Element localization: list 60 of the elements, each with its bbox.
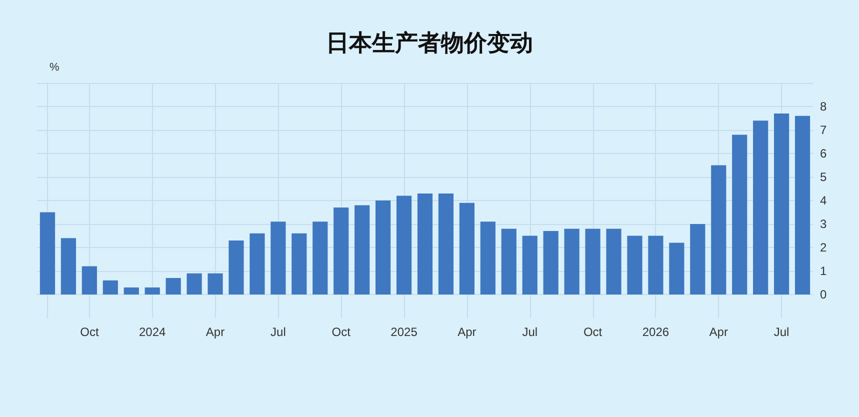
y-tick-label: 5	[820, 170, 827, 184]
bar	[40, 212, 56, 294]
bar	[334, 208, 349, 294]
bar	[102, 280, 118, 294]
bar	[522, 236, 538, 294]
x-tick-label: 2025	[390, 325, 418, 339]
y-tick-label: 7	[820, 123, 827, 137]
bar	[124, 287, 139, 294]
x-tick-label: Jul	[774, 325, 790, 339]
x-tick-label: 2024	[139, 325, 166, 339]
y-tick-label: 3	[820, 217, 827, 231]
bar	[690, 224, 706, 294]
bar	[606, 228, 622, 294]
x-tick-label: Apr	[709, 325, 728, 339]
chart-title: 日本生产者物价变动	[326, 30, 533, 56]
bar	[711, 165, 726, 294]
bar	[501, 228, 516, 294]
bar	[459, 202, 474, 294]
bar	[354, 205, 370, 294]
bar	[732, 134, 748, 294]
bar	[543, 231, 558, 294]
x-tick-label: Oct	[80, 325, 100, 339]
bar	[627, 236, 642, 294]
x-tick-label: Jul	[522, 325, 538, 339]
bar	[312, 222, 328, 294]
bar	[60, 238, 76, 294]
bar	[270, 222, 286, 294]
bar	[669, 242, 684, 294]
y-tick-label: 8	[820, 100, 827, 114]
x-tick-label: 2026	[642, 325, 670, 339]
bar	[585, 228, 600, 294]
bar	[564, 228, 580, 294]
bar	[292, 233, 307, 294]
bar	[396, 196, 412, 294]
x-tick-label: Jul	[270, 325, 286, 339]
y-tick-label: 6	[820, 146, 827, 160]
y-tick-label: 2	[820, 240, 827, 254]
y-tick-label: 0	[820, 288, 827, 302]
bar	[82, 266, 97, 294]
bar	[228, 240, 244, 294]
y-tick-label: 4	[820, 194, 827, 208]
bar	[250, 233, 265, 294]
bar	[144, 287, 160, 294]
y-tick-label: 1	[820, 264, 827, 278]
bar	[774, 114, 790, 294]
x-tick-label: Apr	[458, 325, 476, 339]
bar	[438, 193, 454, 294]
x-tick-label: Oct	[332, 325, 352, 339]
x-tick-label: Apr	[206, 325, 225, 339]
x-tick-label: Oct	[583, 325, 603, 339]
bar	[417, 193, 433, 294]
bar	[186, 273, 202, 294]
bar	[166, 278, 181, 294]
y-axis-title: %	[49, 62, 60, 74]
bar	[753, 120, 768, 294]
bar	[794, 116, 810, 294]
bar	[480, 222, 496, 294]
bar	[376, 200, 391, 294]
bar	[208, 273, 223, 294]
bar	[648, 236, 664, 294]
